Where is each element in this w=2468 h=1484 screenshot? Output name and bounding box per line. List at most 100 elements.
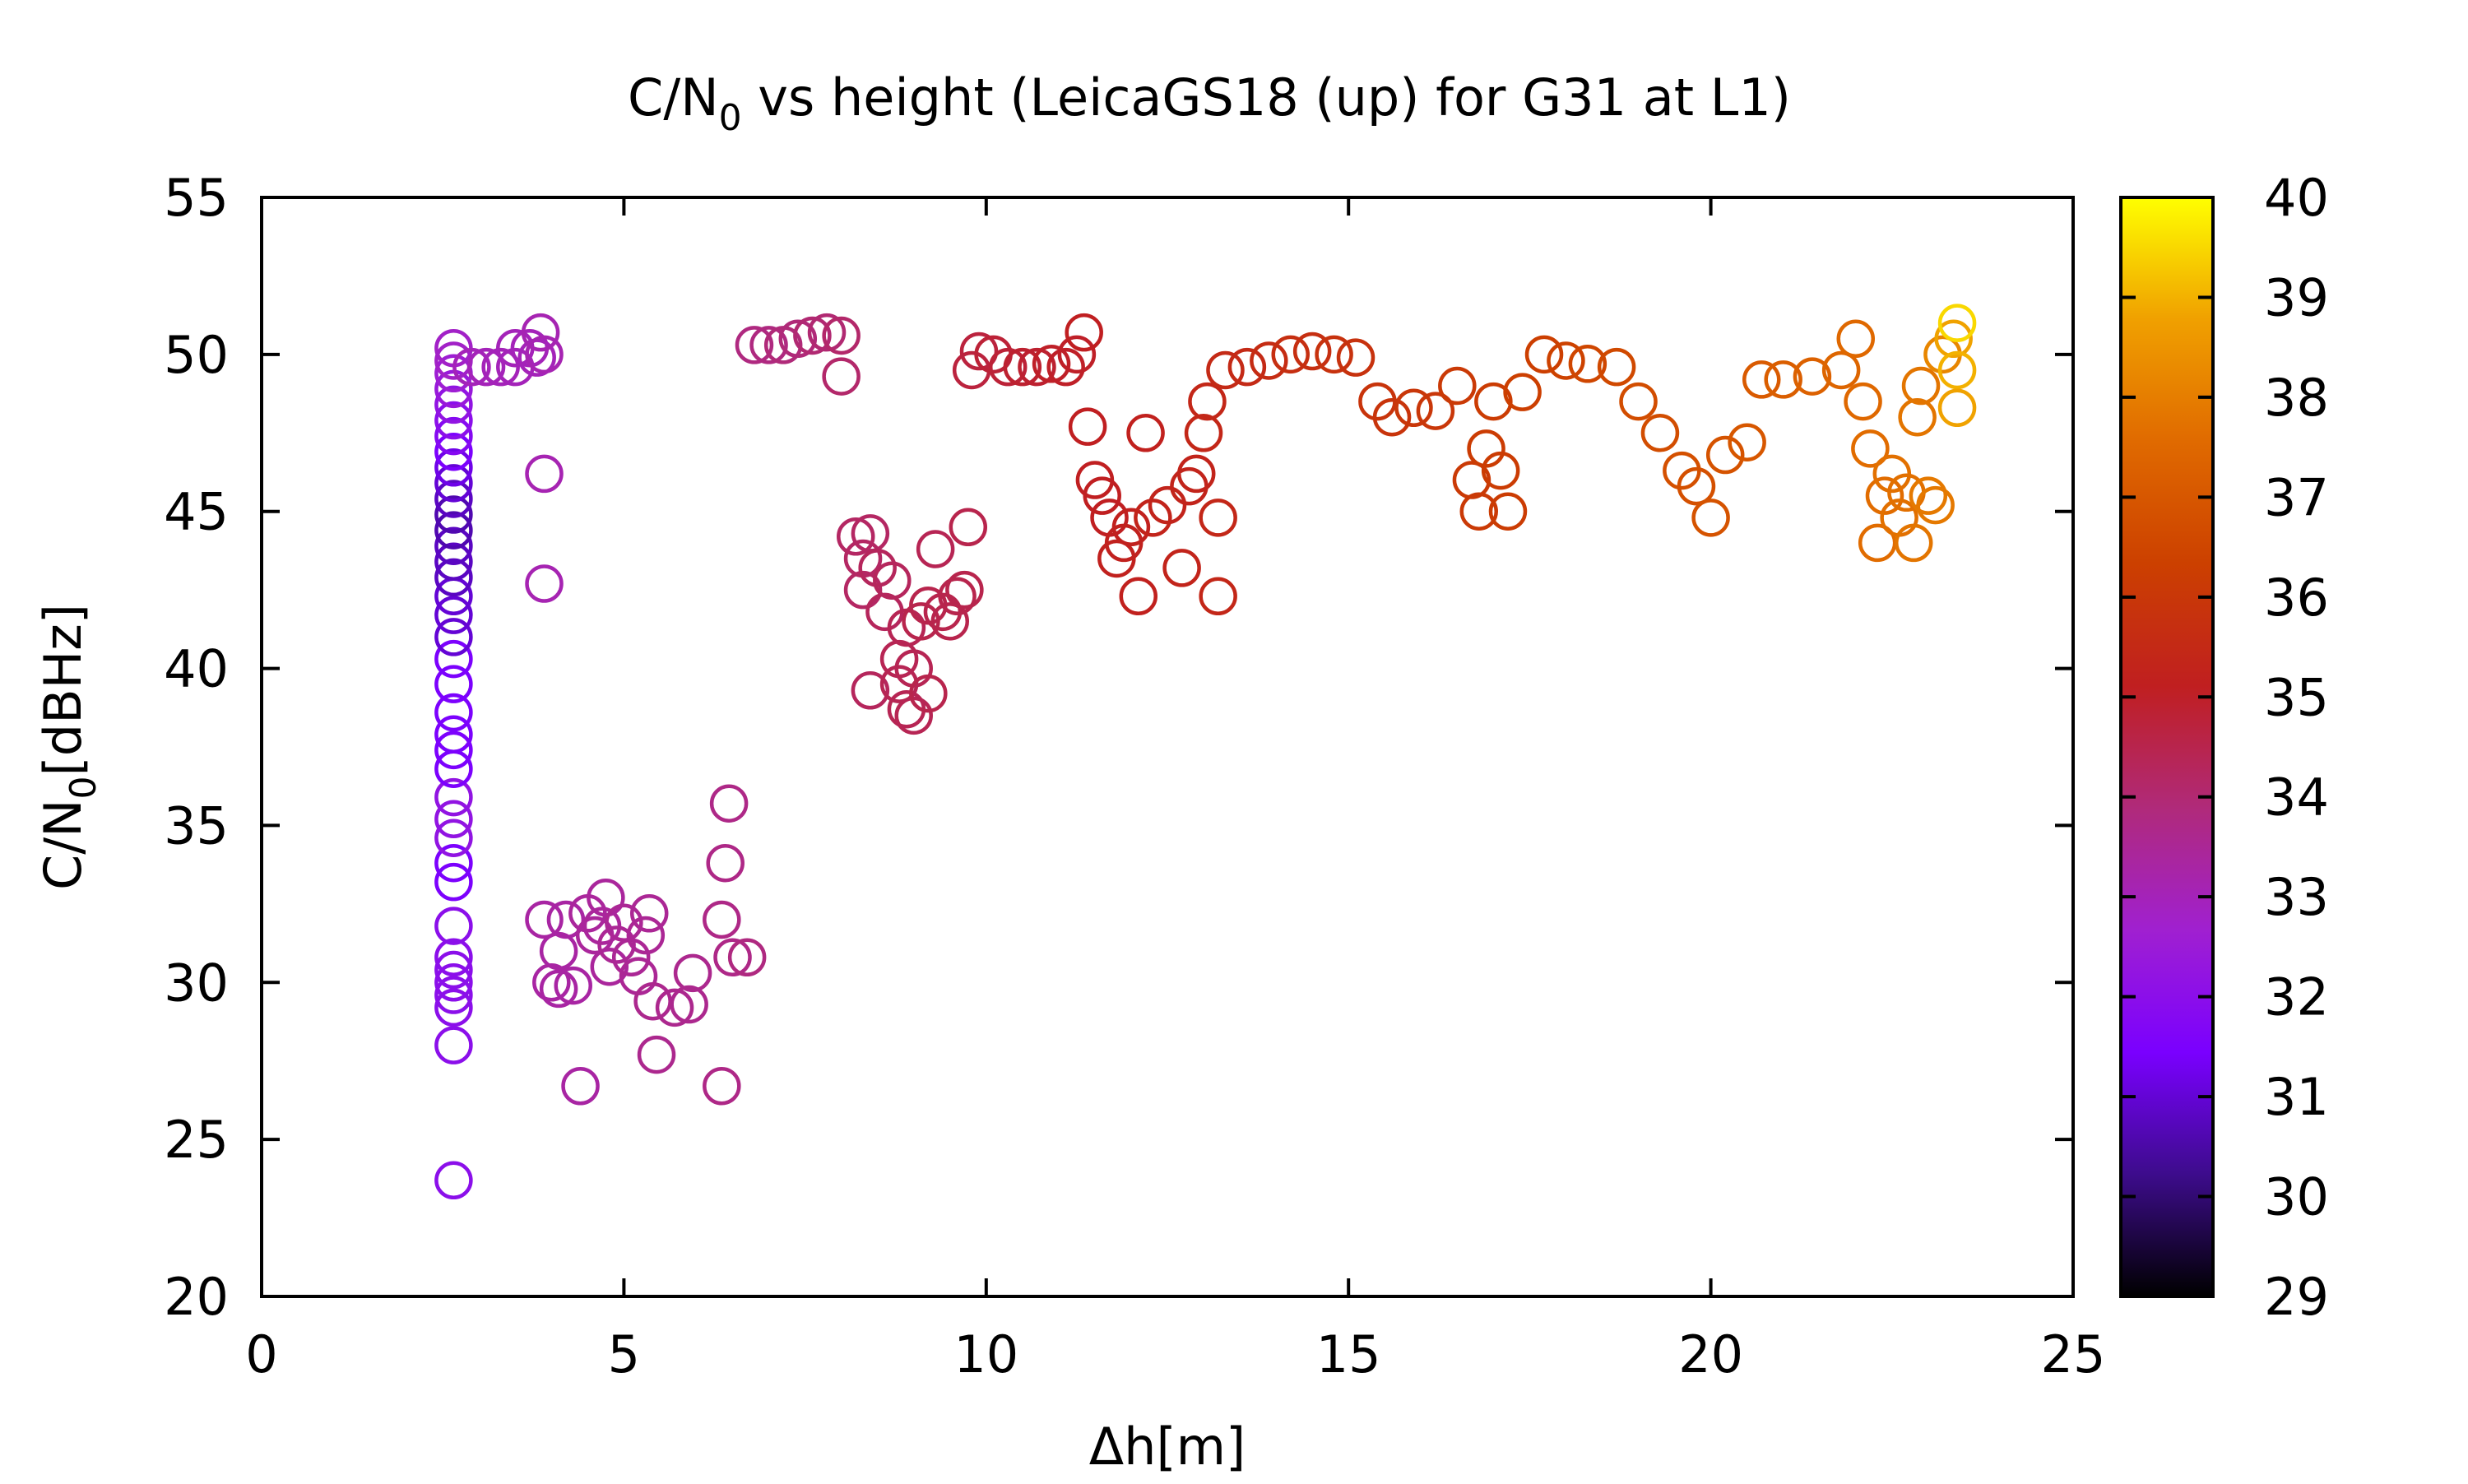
data-point	[1524, 335, 1564, 374]
data-point	[434, 542, 473, 582]
data-point	[1865, 476, 1904, 515]
data-point	[1677, 466, 1716, 506]
data-point	[1793, 357, 1832, 396]
data-point	[637, 1035, 676, 1074]
data-point	[434, 730, 473, 770]
data-point	[1003, 347, 1042, 387]
data-point	[1844, 382, 1882, 421]
y-tick-label: 50	[164, 325, 229, 385]
data-point	[1176, 454, 1216, 494]
data-point	[1018, 347, 1056, 387]
data-point	[655, 988, 694, 1027]
data-point	[822, 316, 861, 355]
data-point	[930, 602, 970, 641]
data-point	[1728, 423, 1766, 461]
data-point	[1068, 407, 1107, 446]
y-tick-label: 45	[164, 482, 229, 542]
data-point	[1126, 414, 1165, 452]
data-point	[1937, 350, 1977, 390]
colorbar-tick-label: 32	[2264, 967, 2329, 1027]
data-point	[670, 985, 708, 1024]
data-point	[673, 953, 712, 993]
data-point	[1488, 492, 1528, 531]
colorbar-tick-label: 33	[2264, 867, 2329, 927]
data-point	[735, 326, 774, 364]
data-point	[434, 558, 473, 597]
data-point	[434, 665, 473, 703]
x-tick-label: 20	[1678, 1324, 1743, 1384]
plot-frame	[260, 196, 2075, 1298]
data-point	[1394, 388, 1433, 427]
data-point	[1547, 341, 1585, 380]
data-point	[1568, 345, 1607, 383]
data-point	[434, 819, 473, 857]
colorbar-tick-label: 38	[2264, 368, 2329, 428]
x-tick-label: 10	[953, 1324, 1018, 1384]
data-point	[709, 784, 749, 823]
data-point	[554, 966, 592, 1005]
data-point	[1901, 366, 1941, 406]
colorbar-tick-label: 29	[2264, 1267, 2329, 1327]
data-point	[807, 313, 847, 352]
data-point	[1336, 338, 1375, 377]
x-tick-label: 0	[245, 1324, 277, 1384]
data-point	[434, 976, 473, 1014]
data-point	[434, 800, 473, 839]
data-point	[434, 401, 473, 440]
data-point	[1227, 347, 1267, 387]
colorbar-tick-label: 31	[2264, 1067, 2329, 1127]
data-point	[561, 1067, 600, 1106]
data-point	[434, 777, 473, 817]
data-point	[539, 969, 578, 1009]
data-point	[590, 947, 629, 986]
data-point	[1184, 414, 1223, 452]
data-point	[525, 900, 564, 939]
colorbar-tick-label: 37	[2264, 467, 2329, 527]
data-point	[1119, 577, 1158, 616]
data-point	[1148, 485, 1187, 525]
data-point	[1481, 451, 1520, 490]
data-point	[1438, 366, 1477, 406]
data-point	[988, 347, 1028, 387]
data-point	[1372, 397, 1412, 437]
data-point	[434, 963, 473, 1002]
data-point	[822, 357, 861, 396]
data-point	[434, 448, 473, 487]
y-tick-label: 30	[164, 953, 229, 1013]
data-point	[1111, 508, 1151, 547]
data-point	[434, 480, 473, 518]
data-point	[1206, 350, 1245, 390]
y-tick-label: 25	[164, 1110, 229, 1170]
data-point	[1691, 499, 1730, 537]
data-point	[1032, 345, 1071, 383]
colorbar-tick-label: 40	[2264, 168, 2329, 228]
data-point	[703, 1067, 741, 1106]
data-point	[1764, 360, 1802, 399]
data-point	[938, 577, 977, 616]
data-point	[1459, 492, 1498, 531]
data-point	[1134, 499, 1172, 537]
data-point	[1199, 577, 1237, 616]
data-point	[1292, 332, 1332, 371]
data-point	[546, 900, 586, 939]
data-point	[727, 938, 767, 976]
data-point	[619, 957, 658, 995]
colorbar-tick-label: 35	[2264, 667, 2329, 727]
data-point	[1503, 373, 1542, 411]
data-points	[434, 304, 1977, 1200]
data-point	[778, 319, 818, 359]
data-point	[1467, 429, 1505, 468]
data-point	[434, 1026, 473, 1064]
data-point	[1065, 313, 1103, 352]
data-point	[916, 530, 955, 568]
data-point	[1474, 382, 1513, 421]
data-point	[945, 570, 984, 610]
x-axis-title: Δh[m]	[1089, 1417, 1246, 1477]
data-point	[611, 938, 651, 976]
data-point	[909, 674, 948, 713]
data-point	[894, 696, 933, 735]
colorbar-ticks: 29 30 31 32 33 34 35 36 37 38 39 40	[2121, 168, 2329, 1327]
data-point	[626, 916, 666, 955]
data-point	[713, 938, 752, 976]
